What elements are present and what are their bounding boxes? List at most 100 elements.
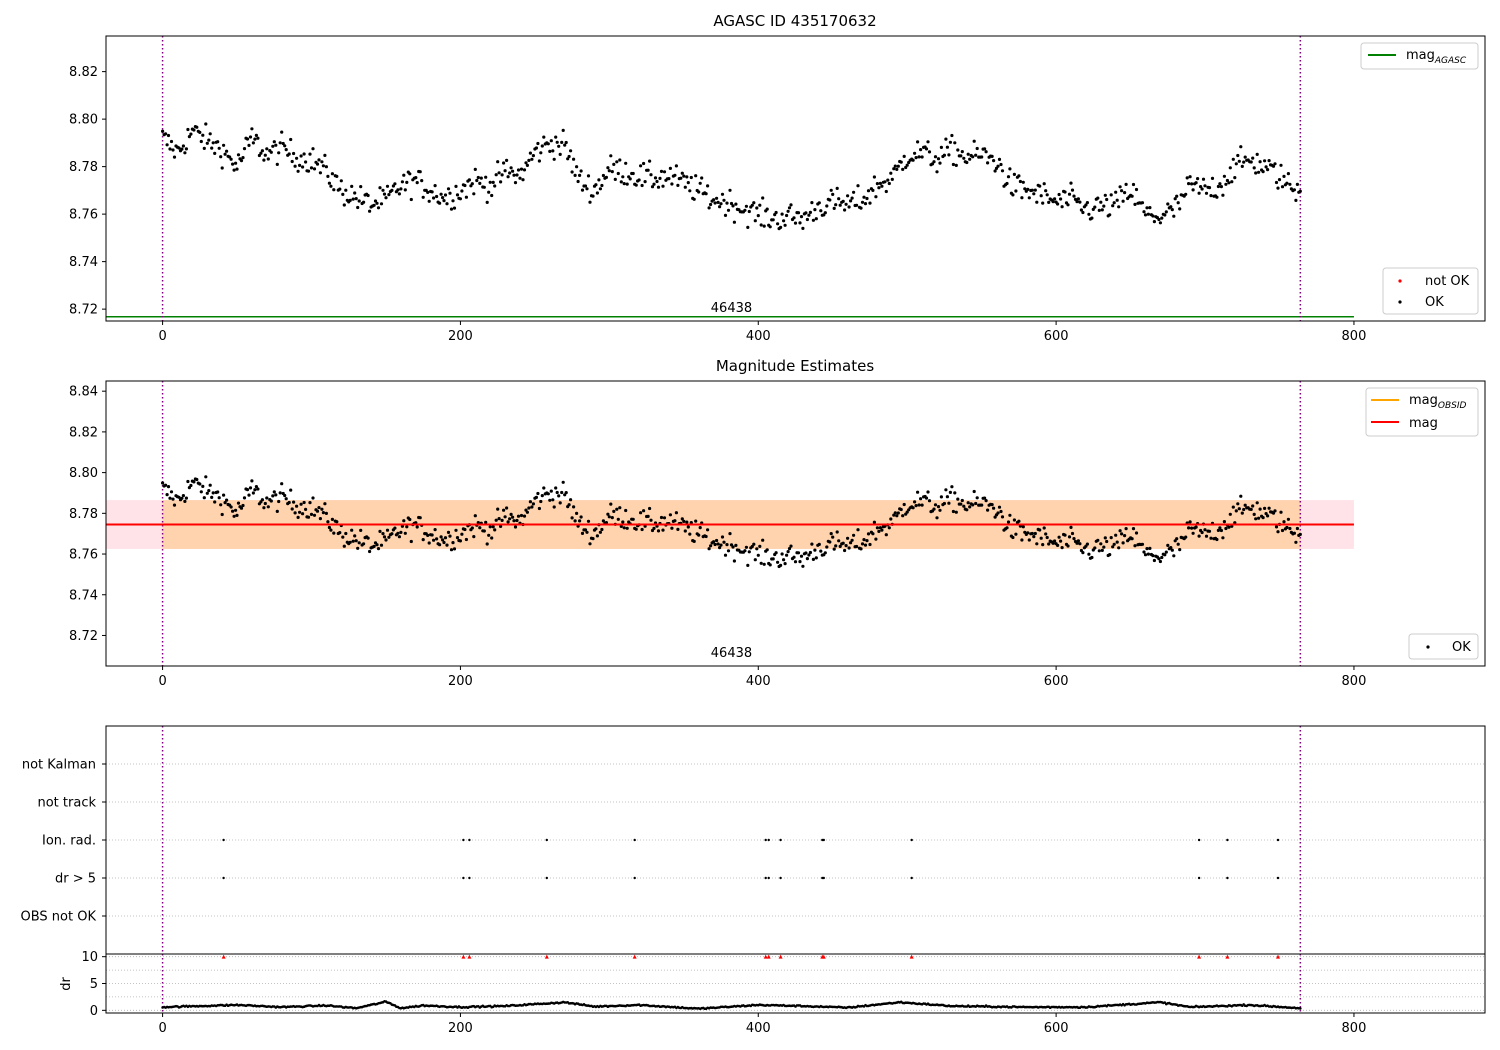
data-point	[332, 188, 336, 192]
data-point	[954, 163, 958, 167]
data-point	[205, 141, 209, 145]
data-point	[1261, 516, 1265, 520]
data-point	[1172, 554, 1176, 558]
data-point	[301, 165, 305, 169]
data-point	[201, 133, 205, 137]
data-point	[612, 162, 616, 166]
data-point	[1231, 505, 1235, 509]
data-point	[266, 505, 270, 509]
data-point	[720, 192, 725, 196]
data-point	[844, 202, 848, 206]
data-point	[537, 159, 542, 163]
x-tick-label: 800	[1342, 674, 1367, 689]
data-point	[950, 485, 954, 489]
legend-ok-marker	[1426, 645, 1430, 649]
data-point	[799, 215, 804, 219]
data-point	[787, 206, 792, 210]
flag-point	[633, 838, 636, 842]
data-point	[217, 496, 221, 500]
data-point	[919, 497, 923, 501]
data-point	[1063, 190, 1067, 194]
data-point	[540, 494, 544, 498]
data-point	[1030, 531, 1034, 536]
data-point	[639, 164, 643, 168]
data-point	[493, 184, 497, 188]
y-category-label: not Kalman	[22, 758, 96, 773]
data-point	[202, 146, 206, 150]
data-point	[734, 543, 738, 548]
data-point	[1197, 191, 1201, 195]
panel-flags-points	[222, 838, 1280, 880]
data-point	[1184, 535, 1188, 539]
data-point	[1203, 528, 1207, 532]
data-point	[951, 162, 956, 167]
data-point	[844, 544, 848, 548]
data-point	[1207, 186, 1212, 190]
data-point	[874, 195, 878, 199]
data-point	[1178, 207, 1182, 211]
data-point	[296, 169, 300, 173]
data-point	[936, 505, 941, 509]
data-point	[808, 210, 813, 214]
data-point	[1143, 553, 1148, 557]
data-point	[539, 499, 543, 504]
data-point	[1121, 199, 1125, 203]
data-point	[832, 206, 836, 210]
data-point	[396, 188, 400, 192]
data-point	[782, 219, 786, 223]
data-point	[1075, 200, 1079, 204]
data-point	[1279, 510, 1283, 514]
data-point	[275, 162, 279, 166]
data-point	[338, 187, 342, 191]
data-point	[184, 147, 188, 151]
data-point	[298, 510, 302, 514]
data-point	[1121, 541, 1125, 545]
data-point	[256, 487, 260, 491]
data-point	[494, 173, 498, 177]
data-point	[508, 171, 512, 175]
data-point	[443, 193, 448, 197]
data-point	[823, 211, 827, 215]
data-point	[601, 519, 606, 523]
panel-dr-y-axis: 0 5 10	[81, 950, 106, 1019]
data-point	[470, 526, 474, 530]
data-point	[653, 176, 658, 180]
data-point	[1032, 192, 1036, 196]
data-point	[1216, 184, 1220, 189]
data-point	[445, 202, 449, 206]
data-point	[1234, 509, 1238, 513]
y-tick-label: 0	[90, 1004, 98, 1019]
data-point	[216, 140, 220, 144]
data-point	[659, 515, 664, 520]
data-point	[825, 204, 829, 208]
data-point	[485, 542, 489, 546]
flag-point	[767, 838, 770, 842]
data-point	[771, 557, 775, 561]
data-point	[722, 540, 726, 544]
data-point	[1190, 526, 1194, 530]
x-tick-label: 0	[158, 674, 166, 689]
dr-flagged-marker	[461, 954, 466, 959]
data-point	[557, 494, 561, 498]
data-point	[576, 179, 580, 184]
data-point	[652, 182, 656, 186]
data-point	[807, 213, 811, 217]
data-point	[1233, 521, 1237, 525]
data-point	[884, 533, 888, 537]
data-point	[317, 506, 321, 510]
data-point	[500, 518, 504, 523]
data-point	[177, 495, 181, 499]
data-point	[342, 203, 346, 207]
data-point	[503, 169, 507, 173]
data-point	[464, 537, 468, 542]
data-point	[263, 153, 267, 157]
data-point	[426, 533, 430, 538]
data-point	[810, 542, 814, 546]
data-point	[1282, 520, 1286, 524]
data-point	[301, 512, 305, 516]
data-point	[202, 496, 206, 500]
dr-flagged-marker	[909, 954, 914, 959]
data-point	[659, 169, 664, 173]
data-point	[1146, 212, 1150, 216]
data-point	[232, 168, 236, 172]
